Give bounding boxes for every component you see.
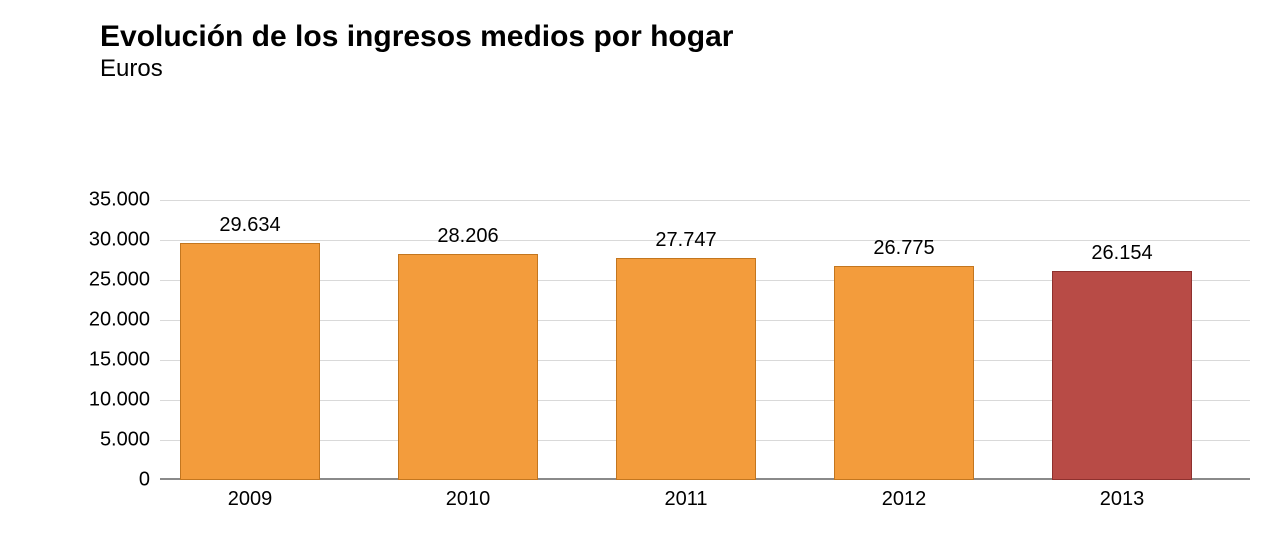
bar-value-label: 28.206: [378, 225, 558, 248]
bar-value-label: 27.747: [596, 229, 776, 252]
bar: [834, 266, 974, 480]
y-tick-label: 15.000: [60, 349, 150, 372]
y-tick-label: 35.000: [60, 189, 150, 212]
x-axis-labels: 2009 2010 2011 2012 2013: [160, 488, 1250, 518]
bar: [398, 254, 538, 480]
bar: [616, 258, 756, 480]
chart-title-block: Evolución de los ingresos medios por hog…: [100, 20, 733, 83]
bar-value-label: 26.154: [1032, 242, 1212, 265]
bar: [180, 243, 320, 480]
y-tick-label: 5.000: [60, 429, 150, 452]
x-tick-label: 2009: [160, 488, 340, 511]
bar-value-label: 29.634: [160, 214, 340, 237]
x-tick-label: 2011: [596, 488, 776, 511]
chart-title: Evolución de los ingresos medios por hog…: [100, 20, 733, 53]
chart-container: Evolución de los ingresos medios por hog…: [0, 0, 1280, 550]
y-tick-label: 25.000: [60, 269, 150, 292]
y-tick-label: 0: [60, 469, 150, 492]
y-axis: 05.00010.00015.00020.00025.00030.00035.0…: [60, 200, 150, 480]
bar-value-label: 26.775: [814, 237, 994, 260]
plot-area: 29.634 28.206 27.747 26.775 26.154: [160, 200, 1250, 480]
x-tick-label: 2010: [378, 488, 558, 511]
gridline: [160, 200, 1250, 201]
y-tick-label: 30.000: [60, 229, 150, 252]
x-tick-label: 2013: [1032, 488, 1212, 511]
chart-subtitle: Euros: [100, 55, 733, 83]
bar: [1052, 271, 1192, 480]
x-tick-label: 2012: [814, 488, 994, 511]
y-tick-label: 10.000: [60, 389, 150, 412]
y-tick-label: 20.000: [60, 309, 150, 332]
